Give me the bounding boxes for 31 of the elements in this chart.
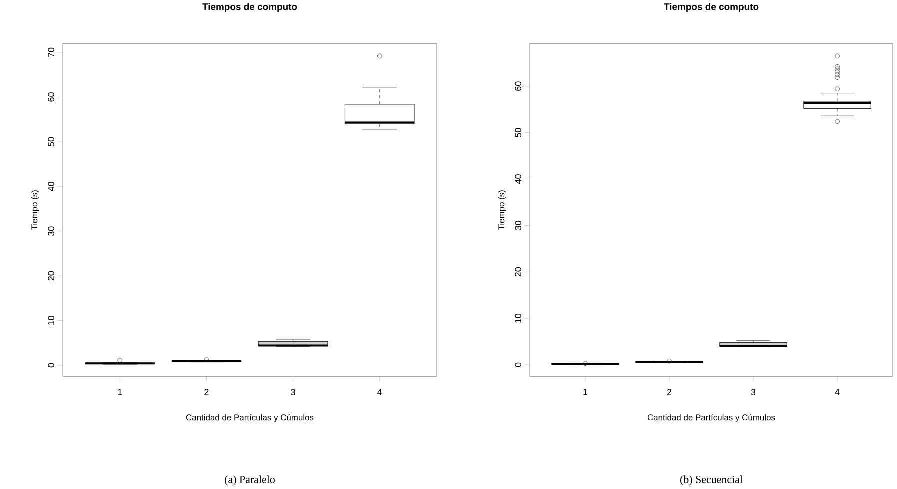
y-tick-label: 20: [48, 271, 54, 281]
y-tick-label: 50: [515, 128, 522, 138]
y-tick-label: 20: [515, 268, 522, 277]
x-tick-label: 2: [667, 389, 672, 396]
x-tick-label: 3: [291, 389, 296, 396]
x-tick-label: 4: [378, 389, 382, 396]
y-tick-label: 10: [515, 314, 522, 323]
y-tick-label: 40: [515, 174, 522, 184]
y-tick-label: 60: [515, 82, 522, 91]
x-tick-label: 1: [118, 389, 122, 396]
y-tick-label: 30: [515, 221, 522, 230]
y-tick-label: 0: [515, 362, 522, 368]
text: (a) Paralelo: [225, 476, 275, 486]
y-tick-label: 10: [48, 316, 54, 326]
y-tick-label: 70: [48, 48, 54, 58]
y-tick-label: 50: [48, 137, 54, 147]
y-axis-title: Tiempo (s): [498, 190, 506, 230]
x-tick-label: 1: [584, 389, 588, 396]
y-tick-label: 0: [48, 363, 54, 368]
x-axis-title: Cantidad de Partículas y Cúmulos: [186, 414, 314, 422]
x-axis-title: Cantidad de Partículas y Cúmulos: [648, 414, 776, 422]
text: (b) Secuencial: [680, 476, 743, 486]
y-tick-label: 60: [48, 92, 54, 102]
chart-title: Tiempos de computo: [202, 3, 298, 12]
chart-title: Tiempos de computo: [664, 3, 759, 12]
x-tick-label: 2: [204, 389, 209, 396]
x-tick-label: 3: [751, 389, 756, 396]
y-axis-title: Tiempo (s): [31, 190, 40, 230]
x-tick-label: 4: [835, 389, 840, 396]
y-tick-label: 30: [48, 226, 54, 236]
y-tick-label: 40: [48, 182, 54, 192]
